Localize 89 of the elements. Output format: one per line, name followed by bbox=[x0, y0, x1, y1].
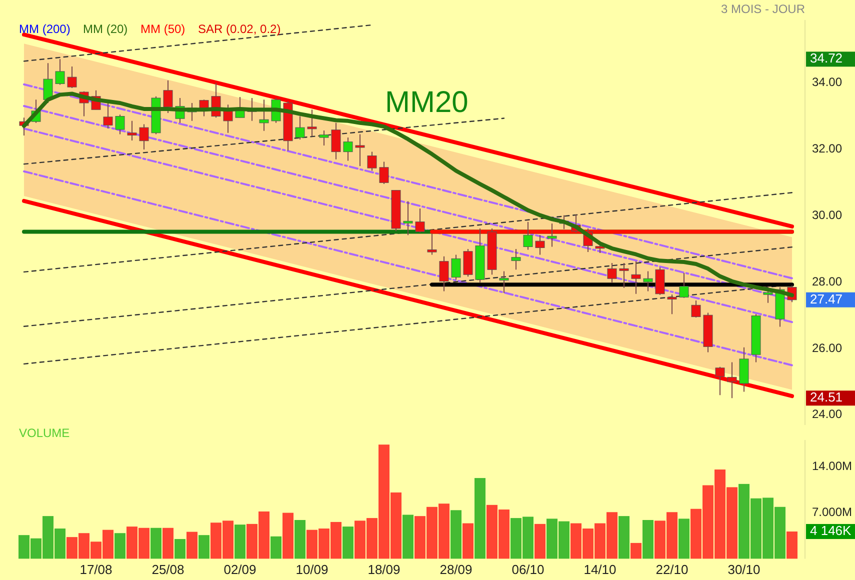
candlestick bbox=[115, 114, 125, 135]
candlestick bbox=[523, 221, 533, 250]
candlestick bbox=[643, 270, 653, 292]
chart-title: VOLUME bbox=[19, 426, 70, 440]
text: MM (20) bbox=[83, 22, 128, 36]
candlestick bbox=[691, 300, 701, 318]
x-tick-label: 22/10 bbox=[656, 562, 688, 577]
bar bbox=[186, 532, 198, 559]
candlestick bbox=[667, 294, 677, 315]
legend-label: MM (200) bbox=[19, 22, 70, 36]
candlestick bbox=[547, 222, 557, 248]
x-tick-label: 18/09 bbox=[368, 562, 400, 577]
candlestick bbox=[223, 104, 233, 134]
y-tick-label: 28.00 bbox=[812, 274, 842, 288]
bar bbox=[294, 520, 306, 559]
x-tick-label: 25/08 bbox=[152, 562, 184, 577]
candlestick bbox=[103, 102, 113, 130]
candlestick bbox=[355, 134, 365, 167]
bar bbox=[198, 535, 210, 559]
candlestick bbox=[379, 161, 389, 184]
candlestick bbox=[427, 232, 437, 256]
bar bbox=[786, 532, 798, 559]
bar bbox=[402, 514, 414, 559]
candlestick bbox=[67, 66, 77, 89]
text: 3 MOIS - JOUR bbox=[720, 2, 806, 16]
candlestick bbox=[415, 208, 425, 233]
x-tick-label: 30/10 bbox=[728, 562, 760, 577]
text: 27.47 bbox=[810, 291, 843, 306]
legend-label: MM (50) bbox=[140, 22, 186, 36]
candlestick bbox=[367, 151, 377, 172]
candlestick bbox=[295, 116, 305, 140]
bar bbox=[150, 528, 162, 559]
bar bbox=[618, 516, 630, 559]
candlestick bbox=[499, 270, 509, 294]
candlestick bbox=[43, 62, 53, 104]
bar bbox=[282, 512, 294, 559]
candlestick bbox=[631, 260, 641, 294]
bar bbox=[270, 536, 282, 559]
candlestick bbox=[463, 248, 473, 278]
bar bbox=[234, 524, 246, 559]
bar bbox=[642, 520, 654, 559]
y-tick-label: 24.00 bbox=[812, 407, 842, 422]
candlestick bbox=[307, 109, 317, 137]
y-tick-label: 34.00 bbox=[812, 75, 842, 90]
candlestick bbox=[319, 130, 329, 146]
bar bbox=[462, 523, 474, 559]
annotation: MM20 bbox=[385, 86, 468, 119]
bar bbox=[162, 528, 174, 559]
bar bbox=[534, 524, 546, 559]
candlestick bbox=[163, 80, 173, 114]
y-tick-label: 32.00 bbox=[812, 142, 842, 156]
candlestick bbox=[451, 254, 461, 280]
y-tick-label: 14.00M bbox=[812, 459, 852, 474]
candlestick bbox=[511, 248, 521, 270]
candlestick bbox=[331, 122, 341, 160]
x-tick-label: 14/10 bbox=[584, 562, 616, 577]
bar bbox=[342, 526, 354, 559]
candlestick bbox=[259, 99, 269, 132]
candlestick bbox=[439, 256, 449, 292]
bar bbox=[630, 542, 642, 559]
text: 4 146K bbox=[810, 522, 852, 538]
bar bbox=[474, 478, 486, 559]
bar bbox=[174, 539, 186, 559]
bar bbox=[114, 533, 126, 559]
bar bbox=[678, 518, 690, 559]
text: 24.51 bbox=[810, 390, 843, 405]
candlestick bbox=[727, 362, 737, 399]
legend-label: SAR (0.02, 0.2) bbox=[198, 22, 281, 36]
text: 34.72 bbox=[810, 50, 843, 66]
candlestick bbox=[343, 137, 353, 162]
x-tick-label: 02/09 bbox=[224, 562, 256, 577]
candlestick bbox=[139, 124, 149, 150]
candlestick bbox=[607, 262, 617, 284]
y-tick-label: 30.00 bbox=[812, 208, 842, 222]
candlestick bbox=[403, 200, 413, 236]
candlestick bbox=[679, 272, 689, 298]
bar bbox=[450, 510, 462, 559]
candlestick bbox=[127, 120, 137, 142]
x-tick-label: 06/10 bbox=[512, 562, 544, 577]
candlestick bbox=[763, 286, 773, 304]
x-tick-label: 10/09 bbox=[296, 562, 328, 577]
candlestick bbox=[715, 366, 725, 396]
candlestick bbox=[55, 58, 65, 86]
candlestick bbox=[619, 262, 629, 288]
x-tick-label: 17/08 bbox=[80, 562, 112, 577]
y-tick-label: 7.000M bbox=[812, 504, 852, 519]
candlestick bbox=[535, 234, 545, 256]
x-tick-label: 28/09 bbox=[440, 562, 472, 577]
y-tick-label: 26.00 bbox=[812, 340, 842, 355]
